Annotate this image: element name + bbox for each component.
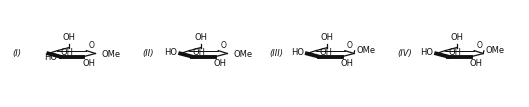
Text: OH: OH [320, 48, 332, 57]
Text: OH: OH [193, 48, 206, 57]
Text: HO: HO [420, 48, 433, 57]
Text: OH: OH [62, 33, 76, 42]
Text: OH: OH [61, 48, 74, 57]
Text: OMe: OMe [102, 50, 121, 59]
Text: (II): (II) [142, 49, 153, 58]
Text: O: O [221, 41, 226, 50]
Text: O: O [88, 41, 94, 50]
Text: HO: HO [44, 53, 57, 62]
Text: OH: OH [470, 59, 483, 68]
Text: (I): (I) [12, 49, 21, 58]
Text: OH: OH [450, 33, 463, 42]
Text: OH: OH [341, 59, 353, 68]
Text: OMe: OMe [234, 50, 253, 59]
Text: OH: OH [214, 59, 227, 68]
Text: OMe: OMe [486, 46, 505, 55]
Text: OH: OH [82, 59, 95, 68]
Text: OH: OH [194, 33, 207, 42]
Text: (IV): (IV) [397, 49, 412, 58]
Text: OMe: OMe [357, 46, 376, 55]
Text: (III): (III) [270, 49, 284, 58]
Text: O: O [476, 41, 482, 50]
Text: O: O [347, 41, 353, 50]
Text: HO: HO [164, 48, 177, 57]
Text: OH: OH [321, 33, 334, 42]
Text: HO: HO [291, 48, 304, 57]
Text: OH: OH [449, 48, 462, 57]
